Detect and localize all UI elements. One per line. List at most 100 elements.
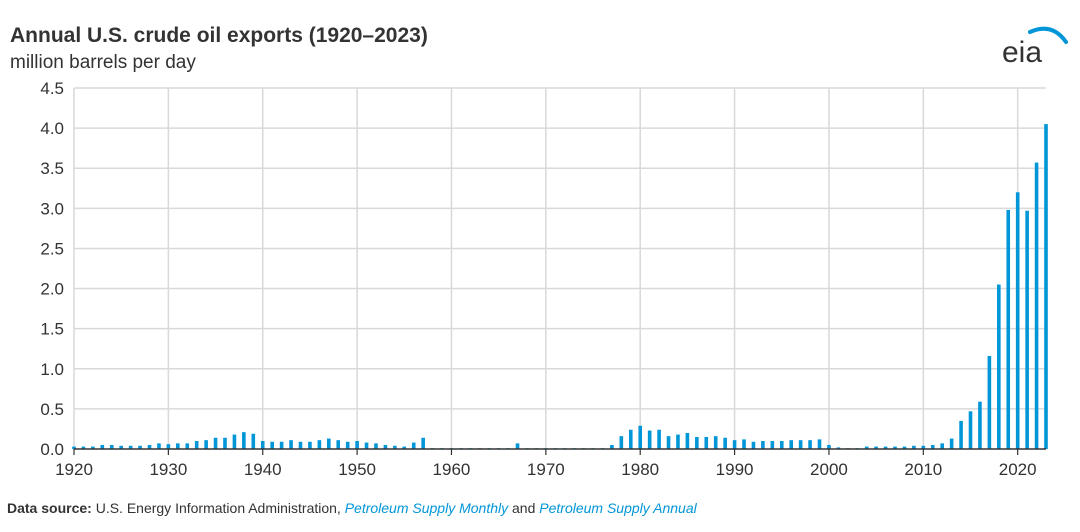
horizontal-gridlines [74,87,1046,410]
bar [893,446,897,449]
bar-chart: 0.00.51.01.52.02.53.03.54.04.5 1920 1930 1… [40,79,1048,479]
bar [515,443,520,449]
bar [949,438,954,449]
x-tick-label: 1970 [527,460,565,479]
bar [770,440,775,449]
y-tick-label: 1.0 [40,360,64,379]
x-tick-labels: 1920 1930 1940 1950 1960 1970 1980 1990 2000 2010… [55,460,1037,479]
bar [619,436,624,449]
bar [166,444,171,449]
data-source-text: U.S. Energy Information Administration, [91,500,345,516]
bar [326,438,331,449]
x-tick-label: 1940 [244,460,282,479]
x-tick-label: 1930 [149,460,187,479]
eia-logo-text: eia [1002,36,1042,68]
y-tick-labels: 0.0 0.5 1.0 1.5 2.0 2.5 3.0 3.5 4.0 4.5 [40,79,64,459]
bar [1034,162,1039,449]
bar [732,440,737,449]
data-source: Data source: U.S. Energy Information Adm… [7,500,697,516]
bar [223,437,227,449]
petroleum-supply-monthly-link[interactable]: Petroleum Supply Monthly [344,500,509,516]
bar [827,444,831,449]
bar [251,433,256,449]
bar [185,443,190,449]
bar [704,436,709,449]
bar [336,440,341,449]
y-tick-label: 2.0 [40,280,64,299]
bar [817,439,822,449]
chart-subtitle: million barrels per day [10,52,196,73]
bar [657,429,661,449]
bar [798,440,803,449]
y-tick-label: 4.0 [40,119,64,138]
bar [997,284,1001,449]
bar [1044,124,1048,449]
bar [260,440,265,449]
bar [128,445,133,449]
bar [242,432,246,449]
bar [298,441,303,449]
eia-logo: eia [1002,26,1068,68]
bar [987,355,992,449]
petroleum-supply-annual-link[interactable]: Petroleum Supply Annual [539,500,697,516]
bar [864,446,869,449]
bar [194,440,199,449]
bar [383,444,388,449]
bar [789,440,794,449]
x-tick-label: 2000 [810,460,848,479]
bar [289,440,293,449]
bar [713,436,718,449]
bar [355,440,359,449]
bar [723,437,727,449]
x-tick-label: 1990 [716,460,754,479]
bar [279,441,284,449]
bar [232,434,237,449]
bar [1025,210,1029,449]
bar [628,429,633,449]
bar [138,445,142,449]
y-tick-label: 3.0 [40,199,64,218]
bar [393,445,397,449]
bar [742,439,746,449]
x-tick-label: 2010 [904,460,942,479]
bars [72,124,1048,450]
x-tick-label: 1960 [433,460,471,479]
bar [204,440,208,449]
bar [100,444,105,449]
y-tick-label: 0.5 [40,400,64,419]
bar [157,443,161,449]
bar [761,440,765,449]
bar [91,446,95,449]
bar [374,443,378,449]
bar [345,441,350,449]
bar [676,434,680,449]
bar [808,440,812,449]
bar [930,444,935,449]
y-tick-label: 3.5 [40,159,64,178]
data-source-label: Data source: [7,500,92,516]
bar [836,447,841,449]
bar [874,446,878,449]
bar [666,436,671,449]
bar [695,436,699,449]
bar [72,446,76,449]
bar [647,430,652,449]
bar [902,446,907,449]
bar [1015,192,1020,450]
bar [364,442,369,449]
bar [779,440,784,449]
vertical-gridlines [73,88,1019,455]
bar [883,446,888,449]
bar [610,444,614,449]
bar [81,446,86,449]
bar [921,445,926,449]
bar [176,443,180,449]
x-tick-label: 2020 [999,460,1037,479]
x-tick-label: 1950 [338,460,376,479]
bar [638,425,643,449]
bar [685,432,690,449]
bar [411,442,416,449]
bar [308,441,312,449]
x-tick-label: 1980 [621,460,659,479]
data-source-and: and [508,500,540,516]
